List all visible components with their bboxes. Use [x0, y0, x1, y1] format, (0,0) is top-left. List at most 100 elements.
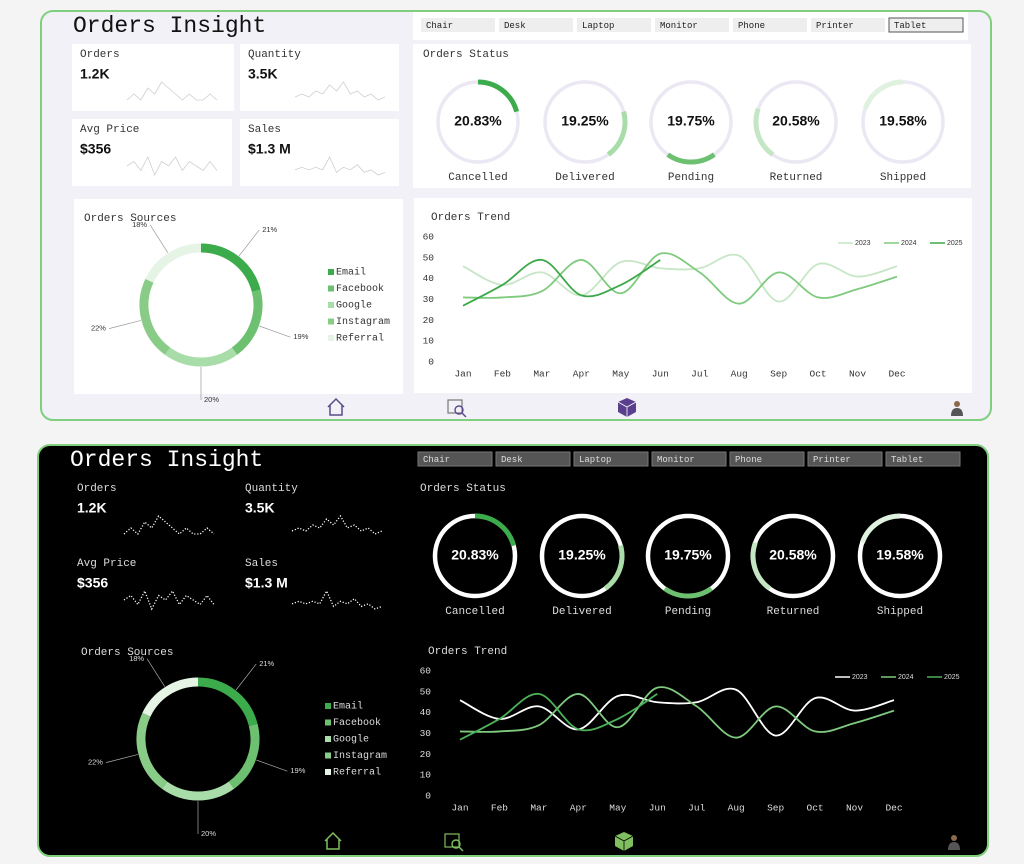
donut-segment	[231, 289, 263, 355]
y-tick-label: 40	[420, 707, 432, 718]
kpi-value: 3.5K	[248, 66, 278, 82]
kpi-label: Avg Price	[77, 558, 136, 570]
x-tick-label: Feb	[491, 803, 508, 814]
y-tick-label: 0	[428, 357, 434, 368]
kpi-sparkline	[126, 156, 218, 176]
kpi-value: $356	[80, 141, 111, 157]
filter-button[interactable]	[651, 451, 727, 467]
profile-icon[interactable]	[951, 401, 963, 416]
x-tick-label: Jul	[688, 803, 705, 814]
kpi-label: Quantity	[245, 483, 298, 495]
kpi-label: Orders	[80, 49, 120, 61]
profile-icon[interactable]	[948, 835, 960, 850]
donut-leader	[256, 759, 288, 772]
filter-label: Desk	[501, 455, 523, 465]
filter-label: Printer	[813, 455, 851, 465]
donut-label: 21%	[262, 225, 277, 234]
filter-button[interactable]	[885, 451, 961, 467]
filter-button[interactable]	[421, 18, 495, 32]
x-tick-label: Dec	[885, 803, 902, 814]
status-value: 19.25%	[558, 547, 606, 563]
donut-segment	[200, 243, 261, 293]
legend-label: 2024	[901, 240, 917, 247]
filter-label: Phone	[735, 455, 762, 465]
kpi-card	[240, 119, 399, 186]
status-name: Shipped	[880, 172, 926, 184]
kpi-sparkline	[123, 589, 215, 611]
kpi-value: 1.2K	[77, 500, 107, 516]
legend-swatch	[325, 736, 331, 742]
status-value: 19.75%	[664, 547, 712, 563]
x-tick-label: Mar	[530, 803, 547, 814]
legend-swatch	[328, 269, 334, 275]
filter-button[interactable]	[417, 451, 493, 467]
donut-segment	[228, 723, 260, 789]
legend-label: Email	[333, 701, 363, 713]
status-ring-track	[861, 80, 945, 164]
analysis-icon[interactable]	[444, 833, 464, 852]
y-tick-label: 60	[420, 666, 432, 677]
legend-swatch	[328, 285, 334, 292]
x-tick-label: Nov	[846, 803, 863, 814]
donut-leader	[108, 320, 142, 329]
x-tick-label: Jan	[451, 803, 468, 814]
kpi-value: 1.2K	[80, 66, 110, 82]
filter-label: Phone	[738, 21, 765, 31]
status-value: 20.83%	[454, 113, 502, 129]
donut-segment	[136, 712, 168, 789]
nav-icons	[327, 397, 963, 418]
filter-button[interactable]	[499, 18, 573, 32]
status-name: Delivered	[552, 606, 611, 618]
x-tick-label: Aug	[731, 369, 748, 380]
legend-label: Email	[336, 267, 366, 279]
status-value: 19.58%	[879, 113, 927, 129]
x-tick-label: Jul	[691, 369, 708, 380]
kpi-label: Quantity	[248, 49, 301, 61]
analysis-icon[interactable]	[447, 399, 467, 418]
status-title: Orders Status	[423, 49, 509, 61]
legend-swatch	[328, 302, 334, 308]
home-icon[interactable]	[327, 397, 345, 416]
status-title: Orders Status	[420, 483, 506, 495]
filter-label: Tablet	[891, 455, 923, 465]
filter-button[interactable]	[495, 451, 571, 467]
dashboard-title: Orders Insight	[70, 447, 263, 473]
donut-segment	[197, 677, 258, 727]
filter-button[interactable]	[807, 451, 883, 467]
donut-segment	[139, 278, 171, 355]
kpi-value: $1.3 M	[245, 575, 288, 591]
x-tick-label: May	[609, 803, 626, 814]
status-value: 19.75%	[667, 113, 715, 129]
donut-segment	[164, 347, 238, 367]
status-name: Delivered	[555, 172, 614, 184]
donut-leader	[146, 658, 166, 687]
products-icon[interactable]	[617, 398, 637, 417]
filter-button[interactable]	[655, 18, 729, 32]
kpi-value: 3.5K	[245, 500, 275, 516]
donut-segment	[161, 781, 235, 801]
kpi-value: $356	[77, 575, 108, 591]
filter-button[interactable]	[573, 451, 649, 467]
kpi-label: Orders	[77, 483, 117, 495]
dark-dashboard: Orders Insight Chair Desk Laptop Monitor Phon…	[37, 444, 989, 857]
y-tick-label: 0	[425, 791, 431, 802]
filter-button[interactable]	[733, 18, 807, 32]
legend-swatch	[328, 335, 334, 341]
legend-swatch	[325, 752, 331, 759]
trend-title: Orders Trend	[431, 212, 510, 224]
status-ring-arc	[859, 513, 901, 544]
filter-button[interactable]	[888, 17, 964, 33]
donut-segment	[142, 677, 199, 717]
filter-label: Monitor	[660, 21, 698, 31]
home-icon[interactable]	[324, 831, 342, 850]
kpi-sparkline	[291, 514, 383, 535]
status-ring-arc	[663, 586, 713, 599]
products-icon[interactable]	[614, 832, 634, 851]
x-tick-label: Jun	[649, 803, 666, 814]
panel-frame	[37, 444, 989, 857]
x-tick-label: Nov	[849, 369, 866, 380]
filter-button[interactable]	[729, 451, 805, 467]
filter-button[interactable]	[577, 18, 651, 32]
x-tick-label: Apr	[573, 369, 590, 380]
filter-button[interactable]	[811, 18, 885, 32]
